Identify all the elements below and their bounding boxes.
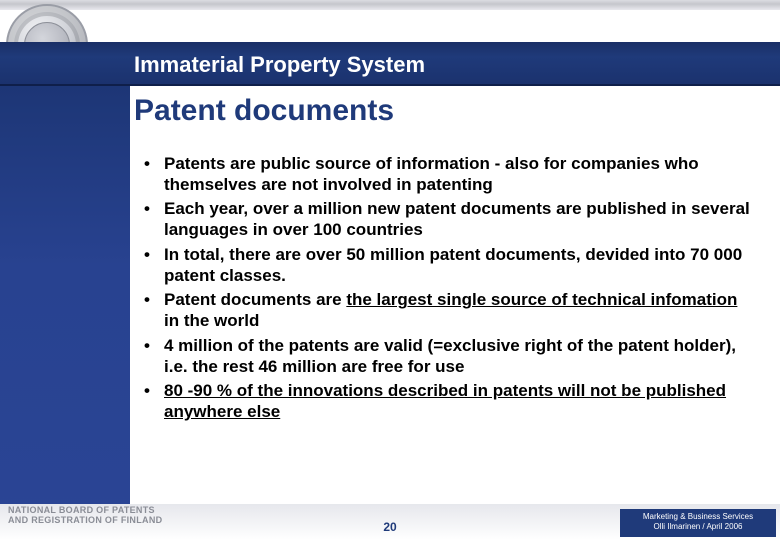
bullet-item: 80 -90 % of the innovations described in…	[142, 381, 752, 422]
slide-title: Patent documents	[134, 94, 394, 128]
org-line1: NATIONAL BOARD OF PATENTS	[8, 505, 155, 515]
bullet-text-pre: Patents are public source of information…	[164, 154, 699, 194]
bullet-item: Each year, over a million new patent doc…	[142, 199, 752, 240]
bullet-item: 4 million of the patents are valid (=exc…	[142, 336, 752, 377]
bullet-text-underline: the largest single source of technical i…	[346, 290, 737, 309]
credit-line2: Olli Ilmarinen / April 2006	[654, 522, 743, 531]
bullet-item: Patent documents are the largest single …	[142, 290, 752, 331]
bullet-item: Patents are public source of information…	[142, 154, 752, 195]
header-title: Immaterial Property System	[130, 46, 429, 84]
bullet-text-pre: Each year, over a million new patent doc…	[164, 199, 750, 239]
bullet-text-pre: Patent documents are	[164, 290, 346, 309]
left-column	[0, 86, 130, 540]
bullet-text-underline: 80 -90 % of the innovations described in…	[164, 381, 726, 421]
top-rule	[0, 0, 780, 10]
credit-line1: Marketing & Business Services	[643, 512, 753, 521]
bullet-text-pre: 4 million of the patents are valid (=exc…	[164, 336, 736, 376]
bullet-item: In total, there are over 50 million pate…	[142, 245, 752, 286]
bullet-text-pre: In total, there are over 50 million pate…	[164, 245, 742, 285]
bullet-list: Patents are public source of information…	[142, 154, 752, 427]
credit-box: Marketing & Business Services Olli Ilmar…	[620, 509, 776, 537]
bullet-text-post: in the world	[164, 311, 259, 330]
